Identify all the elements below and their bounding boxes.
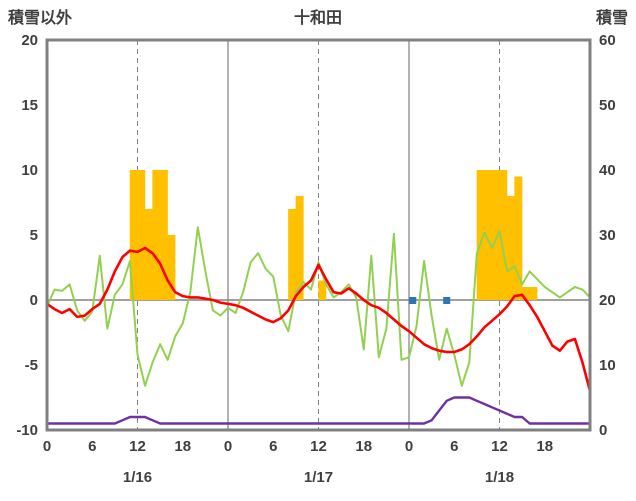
left-axis-tick-label: -10 [16,422,38,439]
x-axis-tick-label: 12 [310,438,327,455]
x-axis-tick-label: 6 [88,438,96,455]
x-axis-tick-label: 12 [129,438,146,455]
x-axis-tick-label: 18 [355,438,372,455]
orange-bar [484,170,493,300]
orange-bar [529,287,538,300]
orange-bar [499,170,508,300]
left-axis-tick-label: 15 [21,97,38,114]
left-axis-title: 積雪以外 [7,8,72,27]
right-axis-tick-label: 50 [599,97,616,114]
x-axis-tick-label: 0 [224,438,232,455]
orange-bar [159,170,168,300]
right-axis-tick-label: 0 [599,422,607,439]
orange-bar [476,170,485,300]
right-axis-tick-label: 40 [599,162,616,179]
x-axis-tick-label: 0 [43,438,51,455]
plot-border [45,38,592,432]
blue-marker [409,297,417,304]
x-axis-tick-label: 6 [269,438,277,455]
date-label: 1/17 [304,469,333,486]
x-axis-tick-label: 18 [174,438,191,455]
x-axis-tick-label: 12 [491,438,508,455]
orange-bar [152,170,161,300]
left-axis-tick-label: 5 [30,227,38,244]
orange-bar [137,170,146,300]
orange-bar [129,170,138,300]
x-axis-tick-label: 0 [405,438,413,455]
right-axis-tick-label: 60 [599,32,616,49]
right-axis-tick-label: 10 [599,357,616,374]
date-label: 1/16 [123,469,152,486]
left-axis-tick-label: 20 [21,32,38,49]
right-axis-tick-label: 30 [599,227,616,244]
chart-title: 十和田 [294,8,342,27]
date-label: 1/18 [485,469,514,486]
blue-marker [443,297,451,304]
orange-bar [167,235,176,300]
orange-bar [491,170,500,300]
orange-bar [144,209,153,300]
left-axis-tick-label: 0 [30,292,38,309]
orange-bar [295,196,304,300]
orange-bar [514,176,523,300]
right-axis-tick-label: 20 [599,292,616,309]
orange-bar [506,196,515,300]
orange-bar [521,287,530,300]
red-temperature-line [45,246,592,393]
left-axis-tick-label: -5 [25,357,38,374]
orange-bar [288,209,297,300]
left-axis-tick-label: 10 [21,162,38,179]
purple-snow-depth-line [45,396,592,425]
green-line [46,226,591,387]
x-axis-tick-label: 6 [450,438,458,455]
right-axis-title: 積雪 [595,8,628,27]
orange-bar [318,280,327,300]
x-axis-tick-label: 18 [536,438,553,455]
